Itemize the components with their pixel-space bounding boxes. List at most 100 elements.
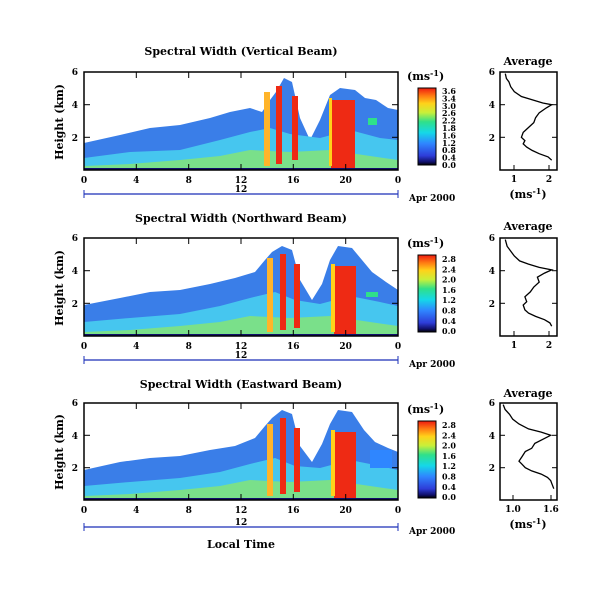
y-axis-label: Height (km) xyxy=(53,414,66,490)
y-tick-label: 4 xyxy=(72,432,78,442)
panel-title: Spectral Width (Northward Beam) xyxy=(135,212,347,225)
colorbar-ticks: 2.8 2.4 2.0 1.6 1.2 0.8 0.4 0.0 xyxy=(442,420,456,502)
colorbar-tick-label: 2.8 xyxy=(442,420,456,430)
y-tick-label: 6 xyxy=(72,399,78,409)
panel-eastward-beam: Spectral Width (Eastward Beam) Height (k… xyxy=(53,378,559,551)
colorbar-tick-label: 0.8 xyxy=(442,472,456,482)
colorbar-unit: (ms-1) xyxy=(407,68,444,83)
x-tick-label: 8 xyxy=(186,506,192,516)
colorbar-tick-label: 2.4 xyxy=(442,430,456,440)
date-axis: 12 Apr 2000 xyxy=(83,185,455,204)
colorbar-tick-label: 0.4 xyxy=(442,316,456,326)
x-tick-label: 4 xyxy=(133,342,139,352)
x-tick-label: 20 xyxy=(339,342,352,352)
colorbar-tick-label: 3.0 xyxy=(442,101,456,111)
average-x-tick-label: 1 xyxy=(511,175,517,185)
x-tick-label: 0 xyxy=(395,506,401,516)
colorbar-gradient xyxy=(417,87,437,166)
average-profile: Average 6 4 2 1 2 xyxy=(489,220,558,351)
average-title: Average xyxy=(502,220,552,233)
average-series-line xyxy=(502,404,555,489)
average-series-line xyxy=(504,73,554,161)
colorbar-tick-label: 2.8 xyxy=(442,254,456,264)
y-tick-label: 6 xyxy=(72,234,78,244)
date-label: 12 xyxy=(235,518,248,528)
date-suffix: Apr 2000 xyxy=(408,360,455,370)
y-tick-label: 4 xyxy=(72,267,78,277)
average-y-tick-label: 4 xyxy=(489,267,495,277)
y-tick-label: 6 xyxy=(72,68,78,78)
average-x-tick-label: 2 xyxy=(546,175,552,185)
y-axis-label: Height (km) xyxy=(53,250,66,326)
average-title: Average xyxy=(502,387,552,400)
colorbar-tick-label: 3.6 xyxy=(442,86,456,96)
y-tick-label: 4 xyxy=(72,101,78,111)
x-tick-label: 16 xyxy=(287,506,300,516)
x-tick-label: 0 xyxy=(395,342,401,352)
average-frame xyxy=(499,71,558,171)
date-label: 12 xyxy=(235,351,248,361)
panel-title: Spectral Width (Eastward Beam) xyxy=(140,378,342,391)
date-suffix: Apr 2000 xyxy=(408,527,455,537)
x-tick-label: 20 xyxy=(339,506,352,516)
x-tick-label: 12 xyxy=(235,506,248,516)
average-frame xyxy=(499,402,558,501)
date-axis: 12 Apr 2000 Local Time xyxy=(83,518,455,551)
colorbar-tick-label: 1.2 xyxy=(442,138,456,148)
x-tick-label: 16 xyxy=(287,342,300,352)
colorbar-gradient xyxy=(417,254,437,333)
x-tick-label: 4 xyxy=(133,506,139,516)
colorbar-tick-label: 1.6 xyxy=(442,451,456,461)
average-x-tick-label: 1.0 xyxy=(505,505,521,515)
heatmap-field xyxy=(84,410,398,500)
y-ticks: 6 4 2 xyxy=(72,399,398,474)
average-y-tick-label: 2 xyxy=(489,134,495,144)
x-tick-label: 16 xyxy=(287,176,300,186)
x-tick-label: 20 xyxy=(339,176,352,186)
colorbar-tick-label: 0.4 xyxy=(442,153,456,163)
average-y-tick-label: 2 xyxy=(489,464,495,474)
date-axis: 12 Apr 2000 xyxy=(83,351,455,370)
x-tick-label: 12 xyxy=(235,342,248,352)
x-ticks: 0 4 8 12 16 20 0 xyxy=(81,238,401,352)
average-x-tick-label: 1.6 xyxy=(543,505,559,515)
x-ticks: 0 4 8 12 16 20 0 xyxy=(81,403,401,516)
colorbar: (ms-1) 3.6 3.4 3.0 2.6 2.2 1.8 1.6 1.2 0… xyxy=(407,68,456,170)
colorbar-ticks: 3.6 3.4 3.0 2.6 2.2 1.8 1.6 1.2 0.8 0.4 … xyxy=(442,86,456,170)
colorbar-tick-label: 2.0 xyxy=(442,275,456,285)
colorbar-tick-label: 0.4 xyxy=(442,482,456,492)
x-tick-label: 12 xyxy=(235,176,248,186)
colorbar-ticks: 2.8 2.4 2.0 1.6 1.2 0.8 0.4 0.0 xyxy=(442,254,456,336)
colorbar-tick-label: 2.2 xyxy=(442,116,456,126)
x-tick-label: 8 xyxy=(186,176,192,186)
x-tick-label: 8 xyxy=(186,342,192,352)
colorbar: (ms-1) 2.8 2.4 2.0 1.6 1.2 0.8 0.4 0.0 xyxy=(407,401,456,502)
average-y-tick-label: 4 xyxy=(489,432,495,442)
colorbar-tick-label: 0.0 xyxy=(442,326,456,336)
colorbar-tick-label: 0.8 xyxy=(442,145,456,155)
average-y-tick-label: 6 xyxy=(489,68,495,78)
x-tick-label: 0 xyxy=(81,506,87,516)
average-series-line xyxy=(504,239,554,327)
heatmap-field xyxy=(84,78,398,170)
colorbar-unit: (ms-1) xyxy=(407,235,444,250)
y-tick-label: 2 xyxy=(72,134,78,144)
average-profile: Average 6 4 2 1 2 (ms-1) xyxy=(489,55,558,201)
average-x-label: (ms-1) xyxy=(509,516,546,531)
colorbar-gradient xyxy=(417,420,437,499)
panel-title: Spectral Width (Vertical Beam) xyxy=(144,45,337,58)
panel-northward-beam: Spectral Width (Northward Beam) Height (… xyxy=(53,212,558,370)
colorbar-tick-label: 2.4 xyxy=(442,264,456,274)
x-ticks: 0 4 8 12 16 20 0 xyxy=(81,72,401,186)
average-y-tick-label: 4 xyxy=(489,101,495,111)
colorbar-tick-label: 1.2 xyxy=(442,461,456,471)
heatmap-field xyxy=(84,246,398,336)
average-y-tick-label: 2 xyxy=(489,300,495,310)
colorbar-tick-label: 1.8 xyxy=(442,123,456,133)
colorbar-tick-label: 0.0 xyxy=(442,492,456,502)
x-axis-label: Local Time xyxy=(207,538,275,551)
average-x-tick-label: 1 xyxy=(511,341,517,351)
x-tick-label: 0 xyxy=(81,342,87,352)
colorbar-tick-label: 1.2 xyxy=(442,295,456,305)
